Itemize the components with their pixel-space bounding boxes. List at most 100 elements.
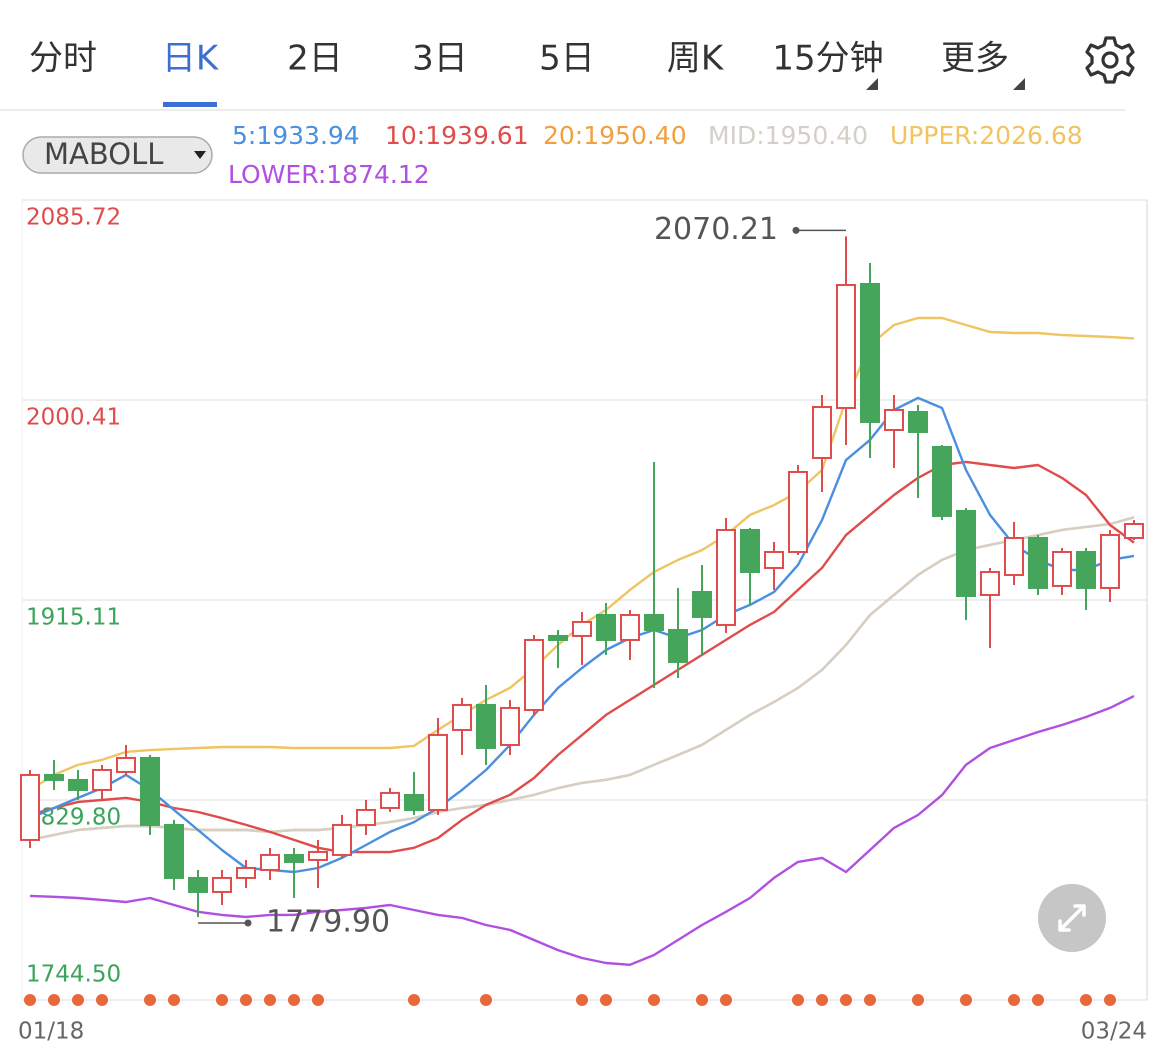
candle-body <box>980 570 1000 596</box>
signal-dot <box>288 994 300 1006</box>
high-marker-dot <box>792 226 800 234</box>
y-tick-label: 1744.50 <box>26 962 121 988</box>
dropdown-corner <box>1013 78 1025 90</box>
candle-body <box>20 773 40 841</box>
signal-dot <box>48 994 60 1006</box>
signal-dot <box>480 994 492 1006</box>
candle-body <box>764 550 784 569</box>
candle-body <box>500 706 520 746</box>
candle-body <box>140 756 160 826</box>
signal-dot <box>960 994 972 1006</box>
signal-dot <box>216 994 228 1006</box>
candle-body <box>1028 536 1048 589</box>
signal-dot <box>408 994 420 1006</box>
tab[interactable]: 5日 <box>539 39 595 79</box>
candle-body <box>1004 536 1024 576</box>
legend-entry: 20:1950.40 <box>543 121 687 150</box>
selector-label[interactable]: MABOLL <box>44 137 163 171</box>
expand-icon <box>1058 904 1086 932</box>
x-tick-label: 01/18 <box>18 1019 84 1045</box>
candle-body <box>452 703 472 731</box>
y-tick-label: 2000.41 <box>26 405 121 431</box>
signal-dot <box>840 994 852 1006</box>
selector-pill[interactable] <box>22 136 213 174</box>
legend-entry: 5:1933.94 <box>232 121 360 150</box>
signal-dot <box>264 994 276 1006</box>
legend-entry: 10:1939.61 <box>385 121 529 150</box>
signal-dot <box>312 994 324 1006</box>
tab[interactable]: 周K <box>667 39 725 79</box>
candle-body <box>956 509 976 597</box>
signal-dot <box>240 994 252 1006</box>
signal-dot <box>1104 994 1116 1006</box>
tab[interactable]: 15分钟 <box>772 39 883 79</box>
candle-body <box>212 876 232 893</box>
signal-dot <box>864 994 876 1006</box>
signal-dot <box>72 994 84 1006</box>
candle-body <box>932 445 952 517</box>
candle-body <box>548 634 568 641</box>
indicator-selector[interactable]: MABOLL <box>22 136 213 174</box>
candle-body <box>332 823 352 856</box>
candle-body <box>716 528 736 626</box>
candle-body <box>740 528 760 573</box>
candle-body <box>860 283 880 423</box>
selector-arrow <box>194 151 206 159</box>
candle-body <box>380 791 400 809</box>
tab[interactable]: 分时 <box>29 39 97 79</box>
candle-body <box>644 613 664 631</box>
candle-body <box>68 778 88 791</box>
candle-body <box>668 628 688 663</box>
candle-body <box>428 733 448 811</box>
tab[interactable]: 更多 <box>941 39 1009 79</box>
candle-body <box>44 773 64 781</box>
low-label: 1779.90 <box>266 905 390 940</box>
dropdown-corner <box>866 78 878 90</box>
candle-body <box>812 405 832 459</box>
signal-dot <box>912 994 924 1006</box>
signal-dot <box>720 994 732 1006</box>
signal-dot <box>696 994 708 1006</box>
legend-entry: LOWER:1874.12 <box>228 160 430 189</box>
candle-body <box>884 408 904 431</box>
y-tick-label: 2085.72 <box>26 205 121 231</box>
candle-body <box>116 756 136 773</box>
signal-dot <box>816 994 828 1006</box>
tab[interactable]: 日K <box>162 39 220 79</box>
y-tick-label: 1829.80 <box>26 805 121 831</box>
y-tick-label: 1915.11 <box>26 605 121 631</box>
signal-dot <box>648 994 660 1006</box>
candle-body <box>572 620 592 637</box>
candle-body <box>308 850 328 861</box>
candle-body <box>836 283 856 409</box>
indicator-line <box>29 396 1135 874</box>
chart: 1744.50 1829.80 1915.11 2000.41 2085.72 2070.… <box>18 199 1148 1045</box>
candle-body <box>1124 522 1144 539</box>
candles <box>20 236 1144 918</box>
tab[interactable]: 3日 <box>412 39 468 79</box>
candle-body <box>260 853 280 871</box>
signal-dot <box>96 994 108 1006</box>
signal-dot <box>792 994 804 1006</box>
signal-dot <box>576 994 588 1006</box>
indicator-line <box>29 695 1135 966</box>
expand-button[interactable] <box>1038 884 1106 952</box>
candle-body <box>236 866 256 879</box>
legend-entry: UPPER:2026.68 <box>890 121 1083 150</box>
indicator-line <box>29 516 1135 842</box>
candle-body <box>596 613 616 641</box>
candle-body <box>908 410 928 433</box>
settings-button[interactable] <box>1085 36 1135 84</box>
signal-dot <box>168 994 180 1006</box>
tab[interactable]: 2日 <box>287 39 343 79</box>
active-tab-underline <box>163 102 217 107</box>
candle-body <box>356 808 376 826</box>
candle-body <box>284 853 304 863</box>
candle-body <box>164 823 184 879</box>
candle-body <box>188 876 208 893</box>
low-marker-dot <box>244 919 252 927</box>
legend-entry: MID:1950.40 <box>708 121 868 150</box>
candle-body <box>476 703 496 749</box>
high-label: 2070.21 <box>654 212 778 247</box>
